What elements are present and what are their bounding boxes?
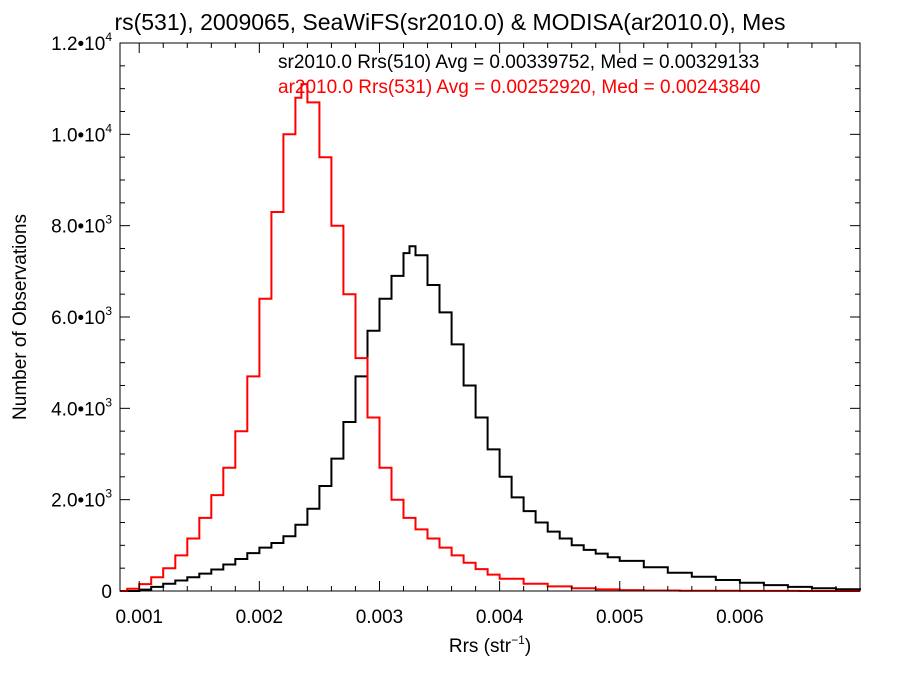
y-tick-label-5: 1.0•104 bbox=[51, 121, 112, 146]
series-layer bbox=[120, 83, 861, 592]
x-axis-ticks: 0.001 0.002 0.003 0.004 0.005 0.006 bbox=[115, 43, 837, 628]
series-line-1 bbox=[120, 83, 860, 592]
x-axis-label: Rrs (str−1) bbox=[449, 633, 531, 657]
y-tick-label-6: 1.2•104 bbox=[51, 30, 112, 55]
x-axis-label-main: Rrs (str bbox=[449, 636, 512, 657]
x-tick-label-4: 0.005 bbox=[596, 607, 644, 628]
annotation-sr2010: sr2010.0 Rrs(510) Avg = 0.00339752, Med … bbox=[278, 52, 759, 73]
y-tick-label-2: 4.0•103 bbox=[51, 395, 112, 420]
y-tick-label-4: 8.0•103 bbox=[51, 213, 112, 238]
x-axis-label-superscript: −1 bbox=[511, 633, 525, 647]
y-tick-label-0: 0 bbox=[101, 582, 112, 603]
x-tick-label-0: 0.001 bbox=[115, 607, 163, 628]
chart-title: rs(531), 2009065, SeaWiFS(sr2010.0) & MO… bbox=[114, 9, 785, 35]
series-line-0 bbox=[120, 245, 861, 592]
x-tick-label-2: 0.003 bbox=[356, 607, 404, 628]
x-axis-label-close: ) bbox=[525, 636, 531, 657]
y-axis-label: Number of Observations bbox=[10, 214, 31, 420]
y-tick-label-1: 2.0•103 bbox=[51, 487, 112, 512]
x-tick-label-5: 0.006 bbox=[716, 607, 764, 628]
y-tick-label-3: 6.0•103 bbox=[51, 304, 112, 329]
y-axis-ticks: 0 2.0•103 4.0•103 6.0•103 8.0•103 1.0•104 1.2•… bbox=[51, 30, 860, 603]
x-tick-label-3: 0.004 bbox=[476, 607, 524, 628]
plot-frame bbox=[119, 42, 861, 592]
annotation-ar2010: ar2010.0 Rrs(531) Avg = 0.00252920, Med … bbox=[278, 77, 760, 98]
x-tick-label-1: 0.002 bbox=[236, 607, 284, 628]
